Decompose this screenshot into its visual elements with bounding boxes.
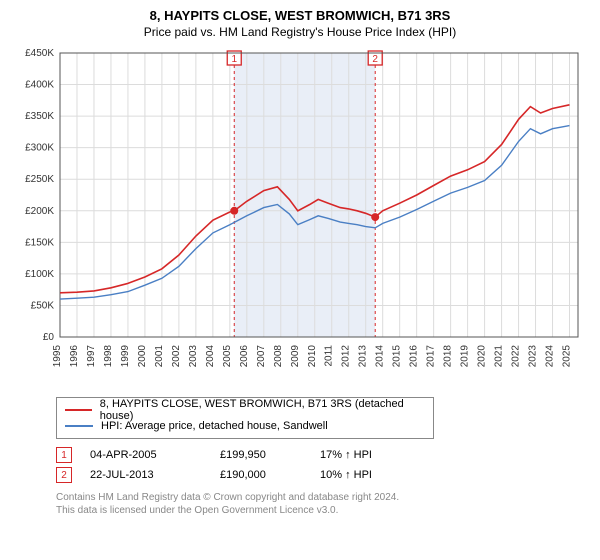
svg-text:2001: 2001: [154, 345, 165, 368]
svg-text:2000: 2000: [137, 345, 148, 368]
chart-container: 8, HAYPITS CLOSE, WEST BROMWICH, B71 3RS…: [0, 0, 600, 529]
svg-text:2003: 2003: [188, 345, 199, 368]
line-chart-svg: £0 £50K £100K £150K £200K £250K £300K £350K £400…: [12, 47, 588, 387]
svg-text:£250K: £250K: [25, 174, 54, 185]
sale-marker-number: 2: [61, 470, 67, 481]
legend-item: 8, HAYPITS CLOSE, WEST BROMWICH, B71 3RS…: [65, 402, 425, 418]
svg-text:2024: 2024: [545, 345, 556, 368]
sale-marker-box: 2: [56, 467, 72, 483]
sale-price: £199,950: [220, 449, 320, 461]
svg-text:£50K: £50K: [31, 300, 55, 311]
sale-price: £190,000: [220, 469, 320, 481]
svg-text:2013: 2013: [358, 345, 369, 368]
svg-text:2002: 2002: [171, 345, 182, 368]
legend-label: 8, HAYPITS CLOSE, WEST BROMWICH, B71 3RS…: [100, 398, 425, 422]
sale-row: 1 04-APR-2005 £199,950 17% ↑ HPI: [56, 447, 588, 463]
svg-text:2025: 2025: [562, 345, 573, 368]
sale-pct: 17% ↑ HPI: [320, 449, 420, 461]
svg-text:1997: 1997: [86, 345, 97, 368]
svg-text:2023: 2023: [528, 345, 539, 368]
license-line: Contains HM Land Registry data © Crown c…: [56, 491, 588, 504]
svg-text:2006: 2006: [239, 345, 250, 368]
svg-text:2022: 2022: [511, 345, 522, 368]
legend-swatch: [65, 425, 93, 427]
svg-text:1995: 1995: [52, 345, 63, 368]
svg-text:2005: 2005: [222, 345, 233, 368]
svg-text:1: 1: [231, 54, 237, 65]
svg-text:2018: 2018: [443, 345, 454, 368]
sale-pct: 10% ↑ HPI: [320, 469, 420, 481]
svg-text:2009: 2009: [290, 345, 301, 368]
svg-text:2019: 2019: [460, 345, 471, 368]
svg-text:2011: 2011: [324, 345, 335, 367]
svg-text:1998: 1998: [103, 345, 114, 368]
chart-title: 8, HAYPITS CLOSE, WEST BROMWICH, B71 3RS: [12, 8, 588, 23]
svg-text:1999: 1999: [120, 345, 131, 368]
sale-marker-box: 1: [56, 447, 72, 463]
svg-text:£150K: £150K: [25, 237, 54, 248]
svg-text:£100K: £100K: [25, 269, 54, 280]
sale-marker-number: 1: [61, 450, 67, 461]
svg-text:£300K: £300K: [25, 143, 54, 154]
svg-text:2010: 2010: [307, 345, 318, 368]
svg-text:£450K: £450K: [25, 48, 54, 59]
chart-subtitle: Price paid vs. HM Land Registry's House …: [12, 25, 588, 39]
chart-plot-area: £0 £50K £100K £150K £200K £250K £300K £350K £400…: [12, 47, 588, 387]
sale-date: 04-APR-2005: [90, 449, 220, 461]
svg-text:2007: 2007: [256, 345, 267, 368]
sale-date: 22-JUL-2013: [90, 469, 220, 481]
svg-text:2017: 2017: [426, 345, 437, 368]
svg-text:2015: 2015: [392, 345, 403, 368]
svg-text:2008: 2008: [273, 345, 284, 368]
svg-text:2014: 2014: [375, 345, 386, 368]
svg-text:2020: 2020: [477, 345, 488, 368]
sales-list: 1 04-APR-2005 £199,950 17% ↑ HPI 2 22-JU…: [56, 447, 588, 483]
svg-text:£350K: £350K: [25, 111, 54, 122]
license-line: This data is licensed under the Open Gov…: [56, 504, 588, 517]
svg-text:£0: £0: [43, 332, 55, 343]
svg-text:£200K: £200K: [25, 206, 54, 217]
svg-text:2012: 2012: [341, 345, 352, 368]
legend-label: HPI: Average price, detached house, Sand…: [101, 420, 328, 432]
svg-text:2: 2: [372, 54, 378, 65]
legend-swatch: [65, 409, 92, 411]
svg-text:1996: 1996: [69, 345, 80, 368]
legend: 8, HAYPITS CLOSE, WEST BROMWICH, B71 3RS…: [56, 397, 434, 439]
sale-row: 2 22-JUL-2013 £190,000 10% ↑ HPI: [56, 467, 588, 483]
svg-text:£400K: £400K: [25, 80, 54, 91]
license-text: Contains HM Land Registry data © Crown c…: [56, 491, 588, 517]
svg-text:2004: 2004: [205, 345, 216, 368]
svg-text:2021: 2021: [494, 345, 505, 368]
svg-text:2016: 2016: [409, 345, 420, 368]
